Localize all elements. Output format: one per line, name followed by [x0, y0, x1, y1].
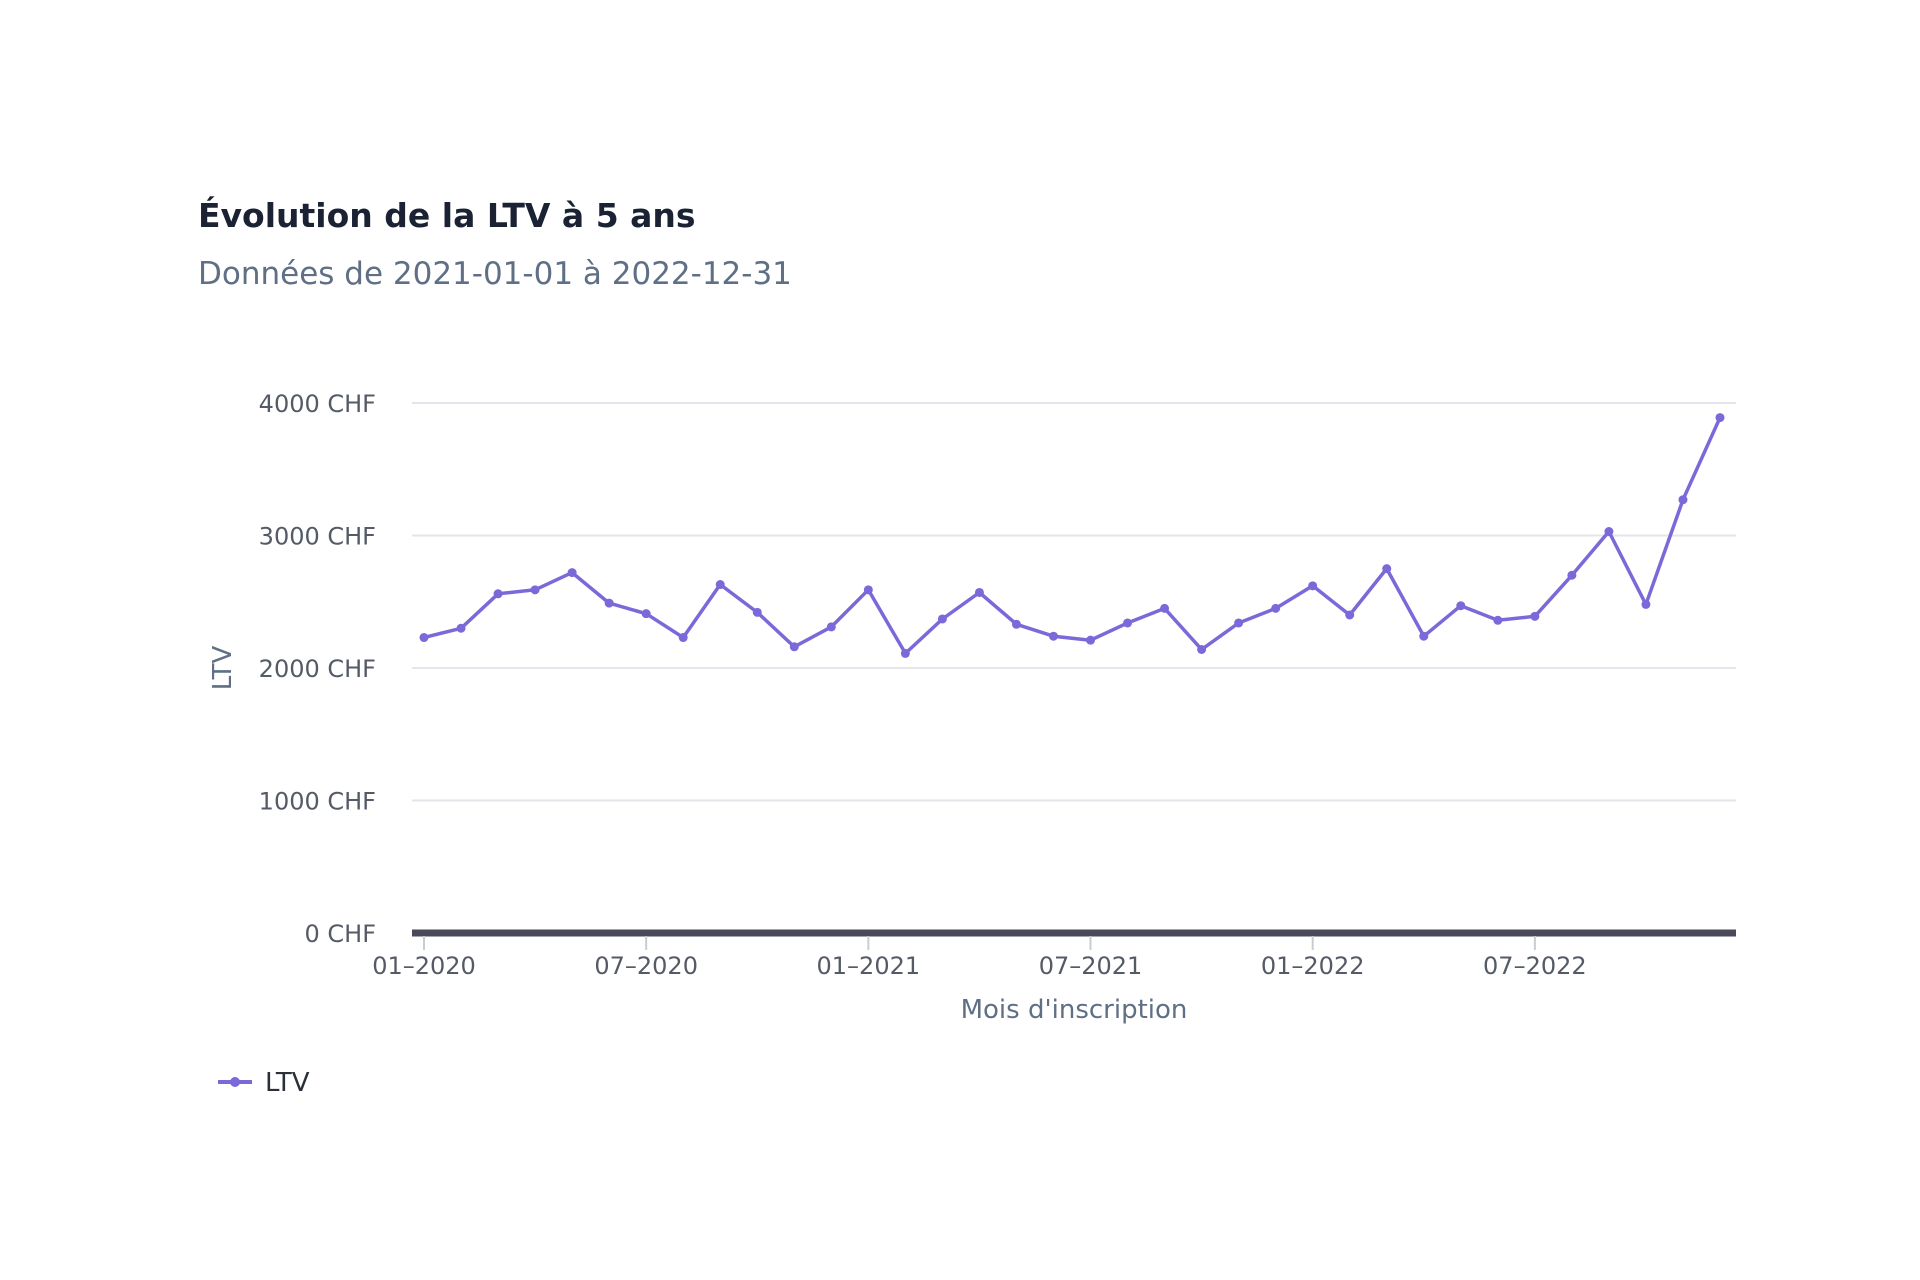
- data-point-34[interactable]: [1678, 495, 1688, 505]
- x-tick-label-2: 01–2021: [817, 952, 921, 980]
- chart-title: Évolution de la LTV à 5 ans: [198, 196, 696, 235]
- data-point-26[interactable]: [1382, 564, 1392, 574]
- data-point-21[interactable]: [1197, 644, 1207, 654]
- data-point-18[interactable]: [1086, 635, 1096, 645]
- data-point-13[interactable]: [900, 648, 910, 658]
- y-tick-label-3: 3000 CHF: [259, 523, 376, 551]
- data-point-20[interactable]: [1160, 603, 1170, 613]
- y-tick-label-2: 2000 CHF: [259, 655, 376, 683]
- x-tick-label-5: 07–2022: [1483, 952, 1587, 980]
- x-tick-label-3: 07–2021: [1039, 952, 1143, 980]
- data-point-31[interactable]: [1567, 570, 1577, 580]
- legend-label-ltv: LTV: [265, 1068, 310, 1098]
- y-tick-label-1: 1000 CHF: [259, 788, 376, 816]
- data-point-10[interactable]: [789, 642, 799, 652]
- chart-subtitle: Données de 2021-01-01 à 2022-12-31: [198, 256, 792, 292]
- data-point-6[interactable]: [641, 609, 651, 619]
- data-point-2[interactable]: [493, 589, 503, 599]
- y-axis: 0 CHF 1000 CHF 2000 CHF 3000 CHF 4000 CHF: [259, 390, 376, 948]
- data-point-25[interactable]: [1345, 610, 1355, 620]
- data-point-4[interactable]: [567, 568, 577, 578]
- data-point-9[interactable]: [752, 607, 762, 617]
- series-line-0[interactable]: [422, 415, 1722, 656]
- data-point-30[interactable]: [1530, 611, 1540, 621]
- data-point-5[interactable]: [604, 598, 614, 608]
- data-point-27[interactable]: [1419, 631, 1429, 641]
- y-tick-label-4: 4000 CHF: [259, 390, 376, 418]
- x-tick-label-4: 01–2022: [1261, 952, 1365, 980]
- data-point-14[interactable]: [937, 614, 947, 624]
- data-point-1[interactable]: [456, 623, 466, 633]
- data-point-28[interactable]: [1456, 601, 1466, 611]
- legend[interactable]: LTV: [218, 1068, 310, 1098]
- data-point-33[interactable]: [1641, 599, 1651, 609]
- y-tick-label-0: 0 CHF: [304, 920, 376, 948]
- data-point-15[interactable]: [974, 587, 984, 597]
- data-point-29[interactable]: [1493, 615, 1503, 625]
- data-point-8[interactable]: [715, 580, 725, 590]
- data-point-17[interactable]: [1048, 631, 1058, 641]
- data-point-22[interactable]: [1234, 618, 1244, 628]
- data-point-32[interactable]: [1604, 527, 1614, 537]
- x-axis: 01–2020 07–2020 01–2021 07–2021 01–2022 07–20…: [372, 936, 1587, 980]
- series-ltv[interactable]: [419, 413, 1725, 658]
- data-point-11[interactable]: [826, 622, 836, 632]
- y-axis-title: LTV: [208, 646, 238, 691]
- data-point-7[interactable]: [678, 633, 688, 643]
- data-point-23[interactable]: [1271, 603, 1281, 613]
- x-tick-label-0: 01–2020: [372, 952, 476, 980]
- data-point-24[interactable]: [1308, 581, 1318, 591]
- gridlines: [412, 402, 1736, 937]
- x-axis-title: Mois d'inscription: [961, 995, 1188, 1025]
- x-tick-label-1: 07–2020: [594, 952, 698, 980]
- data-point-16[interactable]: [1011, 619, 1021, 629]
- data-point-0[interactable]: [419, 633, 429, 643]
- legend-marker-ltv: [230, 1077, 240, 1087]
- data-point-35[interactable]: [1715, 413, 1725, 423]
- data-point-12[interactable]: [863, 585, 873, 595]
- data-point-19[interactable]: [1123, 618, 1133, 628]
- data-point-3[interactable]: [530, 585, 540, 595]
